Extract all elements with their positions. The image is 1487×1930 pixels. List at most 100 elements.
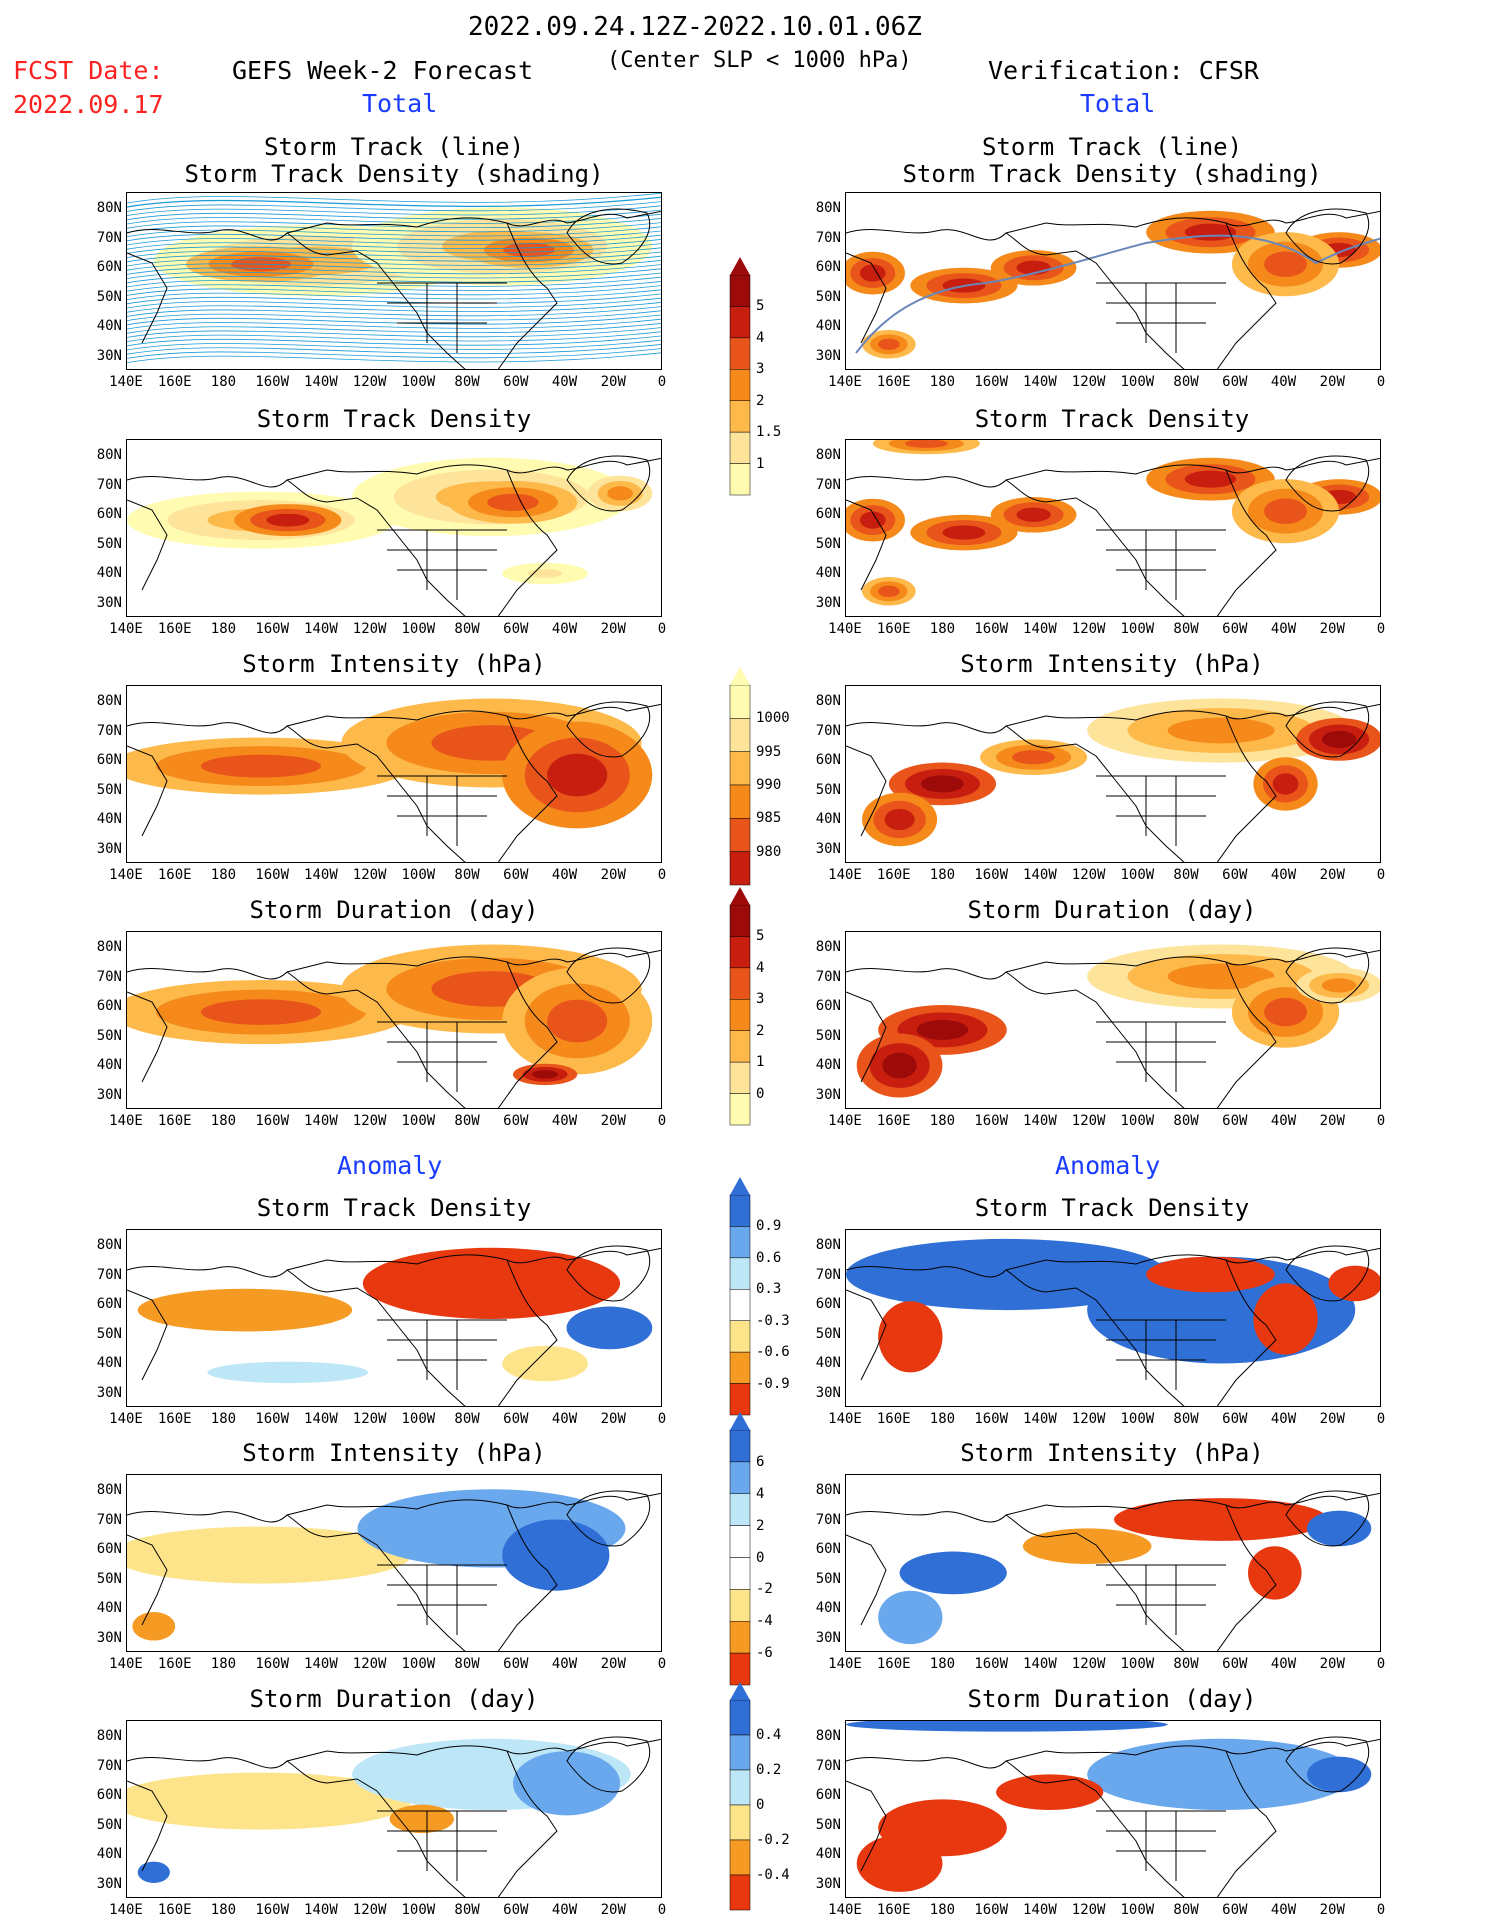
- lon-tick-label: 20W: [1319, 1656, 1345, 1672]
- verification-heading: Verification: CFSR: [988, 56, 1259, 85]
- colorbar-label: -4: [756, 1613, 773, 1630]
- shade-region: [527, 569, 563, 578]
- lon-tick-label: 0: [657, 1656, 667, 1672]
- lon-tick-label: 160E: [876, 1902, 911, 1918]
- shade-region: [1167, 963, 1275, 990]
- colorbar-label: 990: [756, 777, 782, 793]
- shade-region: [137, 1861, 170, 1883]
- colorbar-total_density: [729, 257, 751, 496]
- lat-tick-label: 70N: [815, 229, 841, 246]
- shade-region: [362, 1247, 621, 1319]
- shade-region: [1321, 978, 1357, 993]
- lon-tick-label: 40W: [1270, 621, 1297, 637]
- panel-title-density-right: Storm Track Density: [974, 405, 1250, 433]
- lat-tick-label: 30N: [815, 840, 841, 857]
- lon-tick-label: 60W: [1222, 621, 1248, 637]
- shade-region: [1167, 717, 1275, 744]
- lat-tick-label: 80N: [96, 200, 122, 216]
- lon-tick-label: 60W: [503, 867, 529, 883]
- lon-tick-label: 20W: [1319, 1411, 1345, 1427]
- lat-tick-label: 80N: [96, 1482, 122, 1498]
- lon-tick-label: 140W: [304, 621, 338, 637]
- panel-title-duration-right: Storm Duration (day): [967, 896, 1257, 924]
- lat-tick-label: 50N: [815, 1325, 841, 1342]
- lat-tick-label: 50N: [96, 1570, 122, 1587]
- shade-region: [1321, 730, 1357, 748]
- lon-tick-label: 20W: [600, 867, 626, 883]
- lon-tick-label: 100W: [1120, 374, 1155, 390]
- lat-tick-label: 30N: [96, 1086, 122, 1103]
- lon-tick-label: 60W: [1222, 374, 1248, 390]
- lat-tick-label: 40N: [815, 1846, 841, 1862]
- lon-tick-label: 160W: [255, 1411, 290, 1427]
- lon-tick-label: 60W: [503, 374, 529, 390]
- lon-tick-label: 80W: [1173, 1902, 1199, 1918]
- lon-tick-label: 160W: [255, 374, 290, 390]
- lat-tick-label: 40N: [815, 1600, 841, 1616]
- colorbar-duration: [729, 887, 751, 1126]
- lon-tick-label: 180: [929, 1656, 956, 1672]
- lat-tick-label: 60N: [96, 1787, 122, 1803]
- map-canvas-fc-intensity: [127, 698, 661, 862]
- colorbar-label: 0.3: [756, 1281, 782, 1298]
- lat-tick-label: 50N: [96, 781, 122, 798]
- lon-tick-label: 20W: [600, 1113, 626, 1129]
- shade-region: [1184, 223, 1237, 241]
- map-canvas-ob-anom-intensity: [846, 1490, 1380, 1651]
- lon-tick-label: 0: [1376, 867, 1386, 883]
- fcst-date-value: 2022.09.17: [13, 90, 164, 119]
- lon-tick-label: 180: [210, 1113, 237, 1129]
- lon-tick-label: 40W: [551, 1113, 578, 1129]
- colorbar-label: 3: [756, 361, 765, 378]
- shade-region: [878, 1301, 943, 1373]
- lon-tick-label: 20W: [600, 621, 626, 637]
- lat-tick-label: 60N: [815, 506, 841, 522]
- colorbar-label: 6: [756, 1453, 765, 1470]
- lat-tick-label: 70N: [96, 722, 122, 739]
- lat-tick-label: 50N: [815, 1027, 841, 1044]
- lon-tick-label: 0: [657, 867, 667, 883]
- lon-tick-label: 140E: [828, 621, 862, 637]
- shade-region: [1272, 773, 1299, 795]
- lon-tick-label: 100W: [401, 867, 436, 883]
- lon-tick-label: 160E: [876, 1656, 911, 1672]
- lon-tick-label: 0: [1376, 1411, 1386, 1427]
- lon-tick-label: 20W: [600, 1411, 626, 1427]
- lat-tick-label: 70N: [96, 1266, 122, 1283]
- lon-tick-label: 0: [657, 1113, 667, 1129]
- shade-region: [846, 1238, 1168, 1311]
- lon-tick-label: 100W: [401, 374, 436, 390]
- colorbar-label: 1.5: [756, 424, 782, 441]
- lon-tick-label: 140W: [304, 1411, 338, 1427]
- colorbar-label: 985: [756, 810, 782, 827]
- shade-region: [878, 1590, 943, 1645]
- lat-tick-label: 50N: [96, 1027, 122, 1044]
- shade-region: [502, 1345, 588, 1382]
- colorbar-label: 0: [756, 1085, 765, 1102]
- lon-tick-label: 120W: [352, 1656, 387, 1672]
- map-canvas-ob-anom-density: [846, 1238, 1380, 1406]
- lon-tick-label: 100W: [401, 1656, 436, 1672]
- lon-tick-label: 120W: [1071, 867, 1106, 883]
- lon-tick-label: 0: [1376, 1902, 1386, 1918]
- map-canvas-ob-duration: [846, 944, 1380, 1108]
- shade-region: [487, 493, 539, 511]
- lat-tick-label: 70N: [815, 1757, 841, 1774]
- lon-tick-label: 140W: [304, 1902, 338, 1918]
- lon-tick-label: 140E: [828, 1411, 862, 1427]
- lat-tick-label: 30N: [96, 1629, 122, 1646]
- panel-title-anom-density-left: Storm Track Density: [256, 1194, 532, 1222]
- lon-tick-label: 140E: [828, 1113, 862, 1129]
- map-panel-fc-intensity: [126, 685, 662, 863]
- lon-tick-label: 100W: [1120, 1902, 1155, 1918]
- lon-tick-label: 140E: [109, 374, 143, 390]
- lon-tick-label: 40W: [1270, 1656, 1297, 1672]
- lon-tick-label: 160W: [974, 1902, 1009, 1918]
- colorbar-label: -0.3: [756, 1312, 790, 1329]
- lon-tick-label: 160E: [876, 621, 911, 637]
- lon-tick-label: 180: [929, 1113, 956, 1129]
- lat-tick-label: 70N: [96, 476, 122, 493]
- lat-tick-label: 40N: [815, 811, 841, 827]
- colorbar-label: 2: [756, 392, 765, 409]
- lon-tick-label: 180: [929, 867, 956, 883]
